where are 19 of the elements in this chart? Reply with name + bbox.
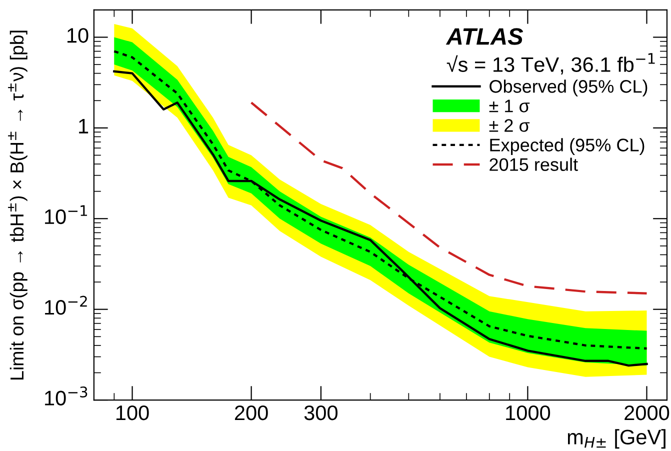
y-tick-label: 1 — [79, 118, 88, 134]
legend-label: ± 1 σ — [489, 100, 530, 112]
legend-label: Expected (95% CL) — [490, 138, 644, 156]
x-tick-label: 2000 — [624, 405, 670, 420]
x-axis-title: m$_{H±}$ [GeV] — [568, 429, 666, 449]
x-tick-label: 300 — [304, 405, 338, 420]
y-tick-label: 10$^{−2}$ — [45, 296, 87, 315]
legend-label: ± 2 σ — [489, 119, 530, 132]
x-tick-label: 200 — [234, 405, 268, 420]
text: √s = 13 TeV, 36.1 fb$^{−1}$ — [446, 53, 655, 74]
legend-label: 2015 result — [490, 158, 578, 171]
y-axis-title: Limit on σ(pp → tbH$^{±}$) × B(H$^{±}$ → τ$^{±}$ν) [pb] — [8, 30, 28, 380]
legend-label: Observed (95% CL) — [490, 80, 648, 96]
y-tick-label: 10 — [67, 28, 88, 43]
x-tick-label: 100 — [116, 405, 149, 420]
y-tick-label: 10$^{−3}$ — [45, 386, 88, 406]
x-tick-label: 1000 — [506, 405, 550, 420]
y-tick-label: 10$^{−1}$ — [45, 205, 87, 224]
text: ATLAS — [446, 28, 524, 45]
